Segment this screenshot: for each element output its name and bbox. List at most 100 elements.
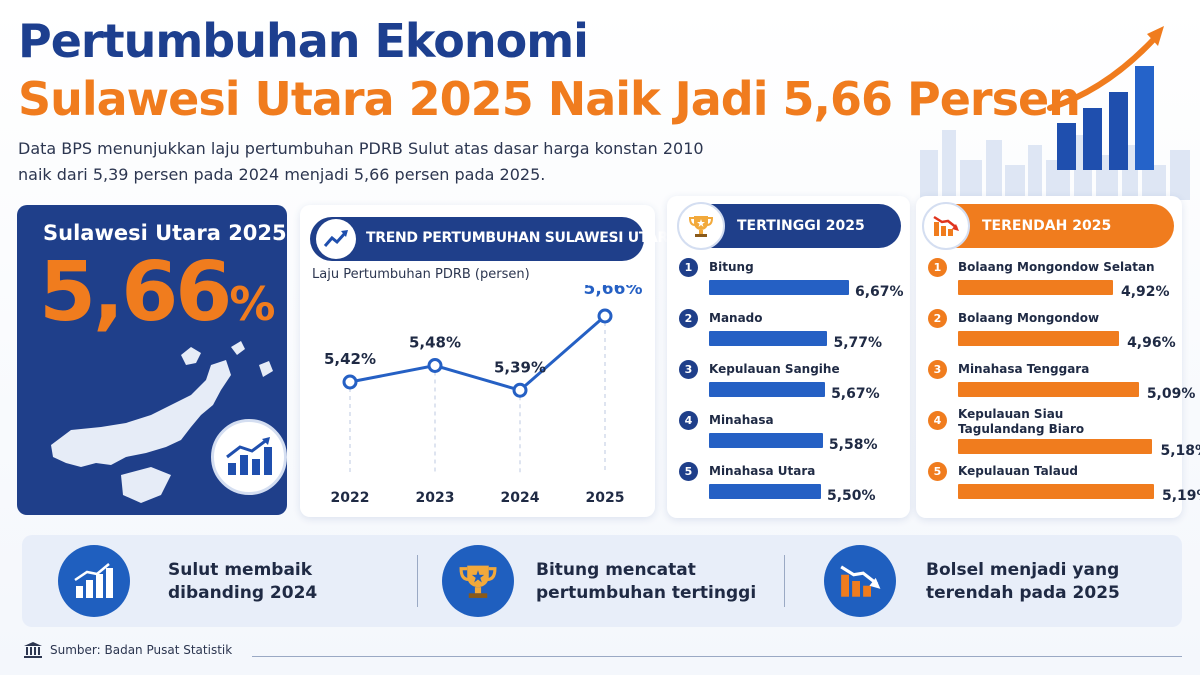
rank-name: Minahasa Utara (709, 464, 816, 478)
highlight-card: Sulawesi Utara 2025: 5,66% (17, 205, 287, 515)
x-tick-label: 2025 (586, 490, 625, 506)
rank-number-badge: 4 (679, 411, 698, 430)
rank-value-label: 5,77% (833, 335, 883, 351)
subtitle-line-2: naik dari 5,39 persen pada 2024 menjadi … (18, 165, 546, 184)
insight-1-text: Sulut membaik dibanding 2024 (168, 559, 317, 605)
source: Sumber: Badan Pusat Statistik (24, 642, 232, 658)
rank-bar (709, 382, 826, 397)
rank-item: 1 Bitung 6,67% (667, 258, 910, 308)
decline-chart-icon (824, 545, 896, 617)
insight-1: Sulut membaik dibanding 2024 (58, 535, 418, 627)
rank-bar (958, 382, 1139, 397)
data-point (342, 374, 358, 390)
trend-header: TREND PERTUMBUHAN SULAWESI UTARA (310, 217, 679, 261)
insight-1-line-1: Sulut membaik (168, 560, 313, 580)
rank-number-badge: 2 (928, 309, 947, 328)
rank-number-badge: 3 (679, 360, 698, 379)
rank-name: Bolaang Mongondow (958, 311, 1100, 325)
growth-chart-icon (58, 545, 130, 617)
insight-2-line-1: Bitung mencatat (536, 560, 696, 580)
sulawesi-utara-map-icon (51, 341, 273, 503)
trophy-icon (442, 545, 514, 617)
rank-bar (958, 439, 1153, 454)
rank-value-label: 4,96% (1127, 335, 1176, 351)
rank-value-label: 5,58% (828, 437, 878, 453)
rank-bar (958, 331, 1120, 346)
rank-item: 3 Minahasa Tenggara 5,09% (916, 360, 1195, 410)
rank-name: Kepulauan Talaud (958, 464, 1079, 478)
rank-bar (709, 433, 823, 448)
insight-2: Bitung mencatat pertumbuhan tertinggi (442, 535, 782, 627)
data-label: 5,42% (324, 350, 376, 368)
rank-item: 5 Kepulauan Talaud 5,19% (916, 462, 1200, 512)
rank-number-badge: 5 (679, 462, 698, 481)
rank-high-header: TERTINGGI 2025 (677, 202, 901, 250)
rank-number-badge: 5 (928, 462, 947, 481)
trend-ylabel: Laju Pertumbuhan PDRB (persen) (312, 267, 530, 282)
highlight-unit: % (229, 277, 276, 331)
insight-2-line-2: pertumbuhan tertinggi (536, 583, 757, 603)
rank-name: Kepulauan Siau Tagulandang Biaro (958, 407, 1085, 436)
rank-number-badge: 2 (679, 309, 698, 328)
rank-name: Minahasa Tenggara (958, 362, 1090, 376)
insight-3-text: Bolsel menjadi yang terendah pada 2025 (926, 559, 1120, 605)
footer-divider (252, 656, 1182, 657)
insight-3-line-1: Bolsel menjadi yang (926, 560, 1120, 580)
rank-item: 1 Bolaang Mongondow Selatan 4,92% (916, 258, 1182, 308)
series-line (349, 314, 606, 392)
rank-item: 4 Kepulauan Siau Tagulandang Biaro 5,18% (916, 407, 1200, 461)
data-label: 5,48% (409, 334, 461, 352)
subtitle-line-1: Data BPS menunjukkan laju pertumbuhan PD… (18, 139, 704, 158)
rank-value-label: 5,09% (1146, 386, 1196, 402)
trend-title: TREND PERTUMBUHAN SULAWESI UTARA (366, 230, 679, 246)
data-point (512, 382, 528, 398)
rank-low-card: TERENDAH 2025 1 Bolaang Mongondow Selatan… (916, 196, 1200, 518)
rank-name: Bolaang Mongondow Selatan (958, 260, 1155, 274)
rank-item: 4 Minahasa 5,58% (667, 411, 910, 461)
highlight-label: Sulawesi Utara 2025: (43, 221, 287, 245)
insight-3: Bolsel menjadi yang terendah pada 2025 (824, 535, 1164, 627)
insights-strip: Sulut membaik dibanding 2024 Bitung menc… (22, 535, 1182, 627)
rank-value-label: 5,67% (831, 386, 880, 402)
source-text: Sumber: Badan Pusat Statistik (50, 643, 233, 657)
title-line-1: Pertumbuhan Ekonomi (18, 14, 589, 68)
rank-number-badge: 1 (679, 258, 698, 277)
rank-number-badge: 4 (928, 411, 947, 430)
highlight-number: 5,66 (39, 245, 232, 340)
rank-name: Minahasa (709, 413, 774, 427)
rank-value-label: 5,50% (827, 488, 876, 504)
growth-chart-icon (211, 419, 287, 495)
rank-bar (958, 484, 1154, 499)
rank-bar (709, 331, 828, 346)
rank-high-card: TERTINGGI 2025 1 Bitung 6,67% 2 Manado 5,77% 3… (667, 196, 910, 518)
highlight-value: 5,66% (39, 245, 275, 340)
rank-item: 2 Bolaang Mongondow 4,96% (916, 309, 1182, 359)
subtitle: Data BPS menunjukkan laju pertumbuhan PD… (18, 136, 738, 188)
title-line-2: Sulawesi Utara 2025 Naik Jadi 5,66 Perse… (18, 72, 1081, 126)
rank-value-label: 5,19% (1162, 488, 1200, 504)
x-tick-label: 2024 (501, 490, 540, 506)
rank-bar (709, 280, 849, 295)
rank-item: 3 Kepulauan Sangihe 5,67% (667, 360, 910, 410)
rank-number-badge: 3 (928, 360, 947, 379)
insight-divider (417, 555, 418, 607)
rank-high-title: TERTINGGI 2025 (737, 218, 865, 234)
insight-divider (784, 555, 785, 607)
trend-line-icon (316, 219, 356, 259)
data-point (597, 308, 613, 324)
rank-bar (958, 280, 1113, 295)
rank-name: Manado (709, 311, 763, 325)
trend-card: TREND PERTUMBUHAN SULAWESI UTARA Laju Pe… (300, 205, 679, 517)
x-tick-label: 2023 (416, 490, 455, 506)
rank-item: 5 Minahasa Utara 5,50% (667, 462, 910, 512)
rank-name: Kepulauan Sangihe (709, 362, 840, 376)
rank-bar (709, 484, 821, 499)
data-label: 5,66% (584, 285, 643, 299)
insight-3-line-2: terendah pada 2025 (926, 583, 1120, 603)
rank-low-header: TERENDAH 2025 (922, 202, 1174, 250)
data-point (427, 358, 443, 373)
rank-name: Bitung (709, 260, 754, 274)
rank-value-label: 5,18% (1160, 443, 1200, 459)
insight-2-text: Bitung mencatat pertumbuhan tertinggi (536, 559, 756, 605)
